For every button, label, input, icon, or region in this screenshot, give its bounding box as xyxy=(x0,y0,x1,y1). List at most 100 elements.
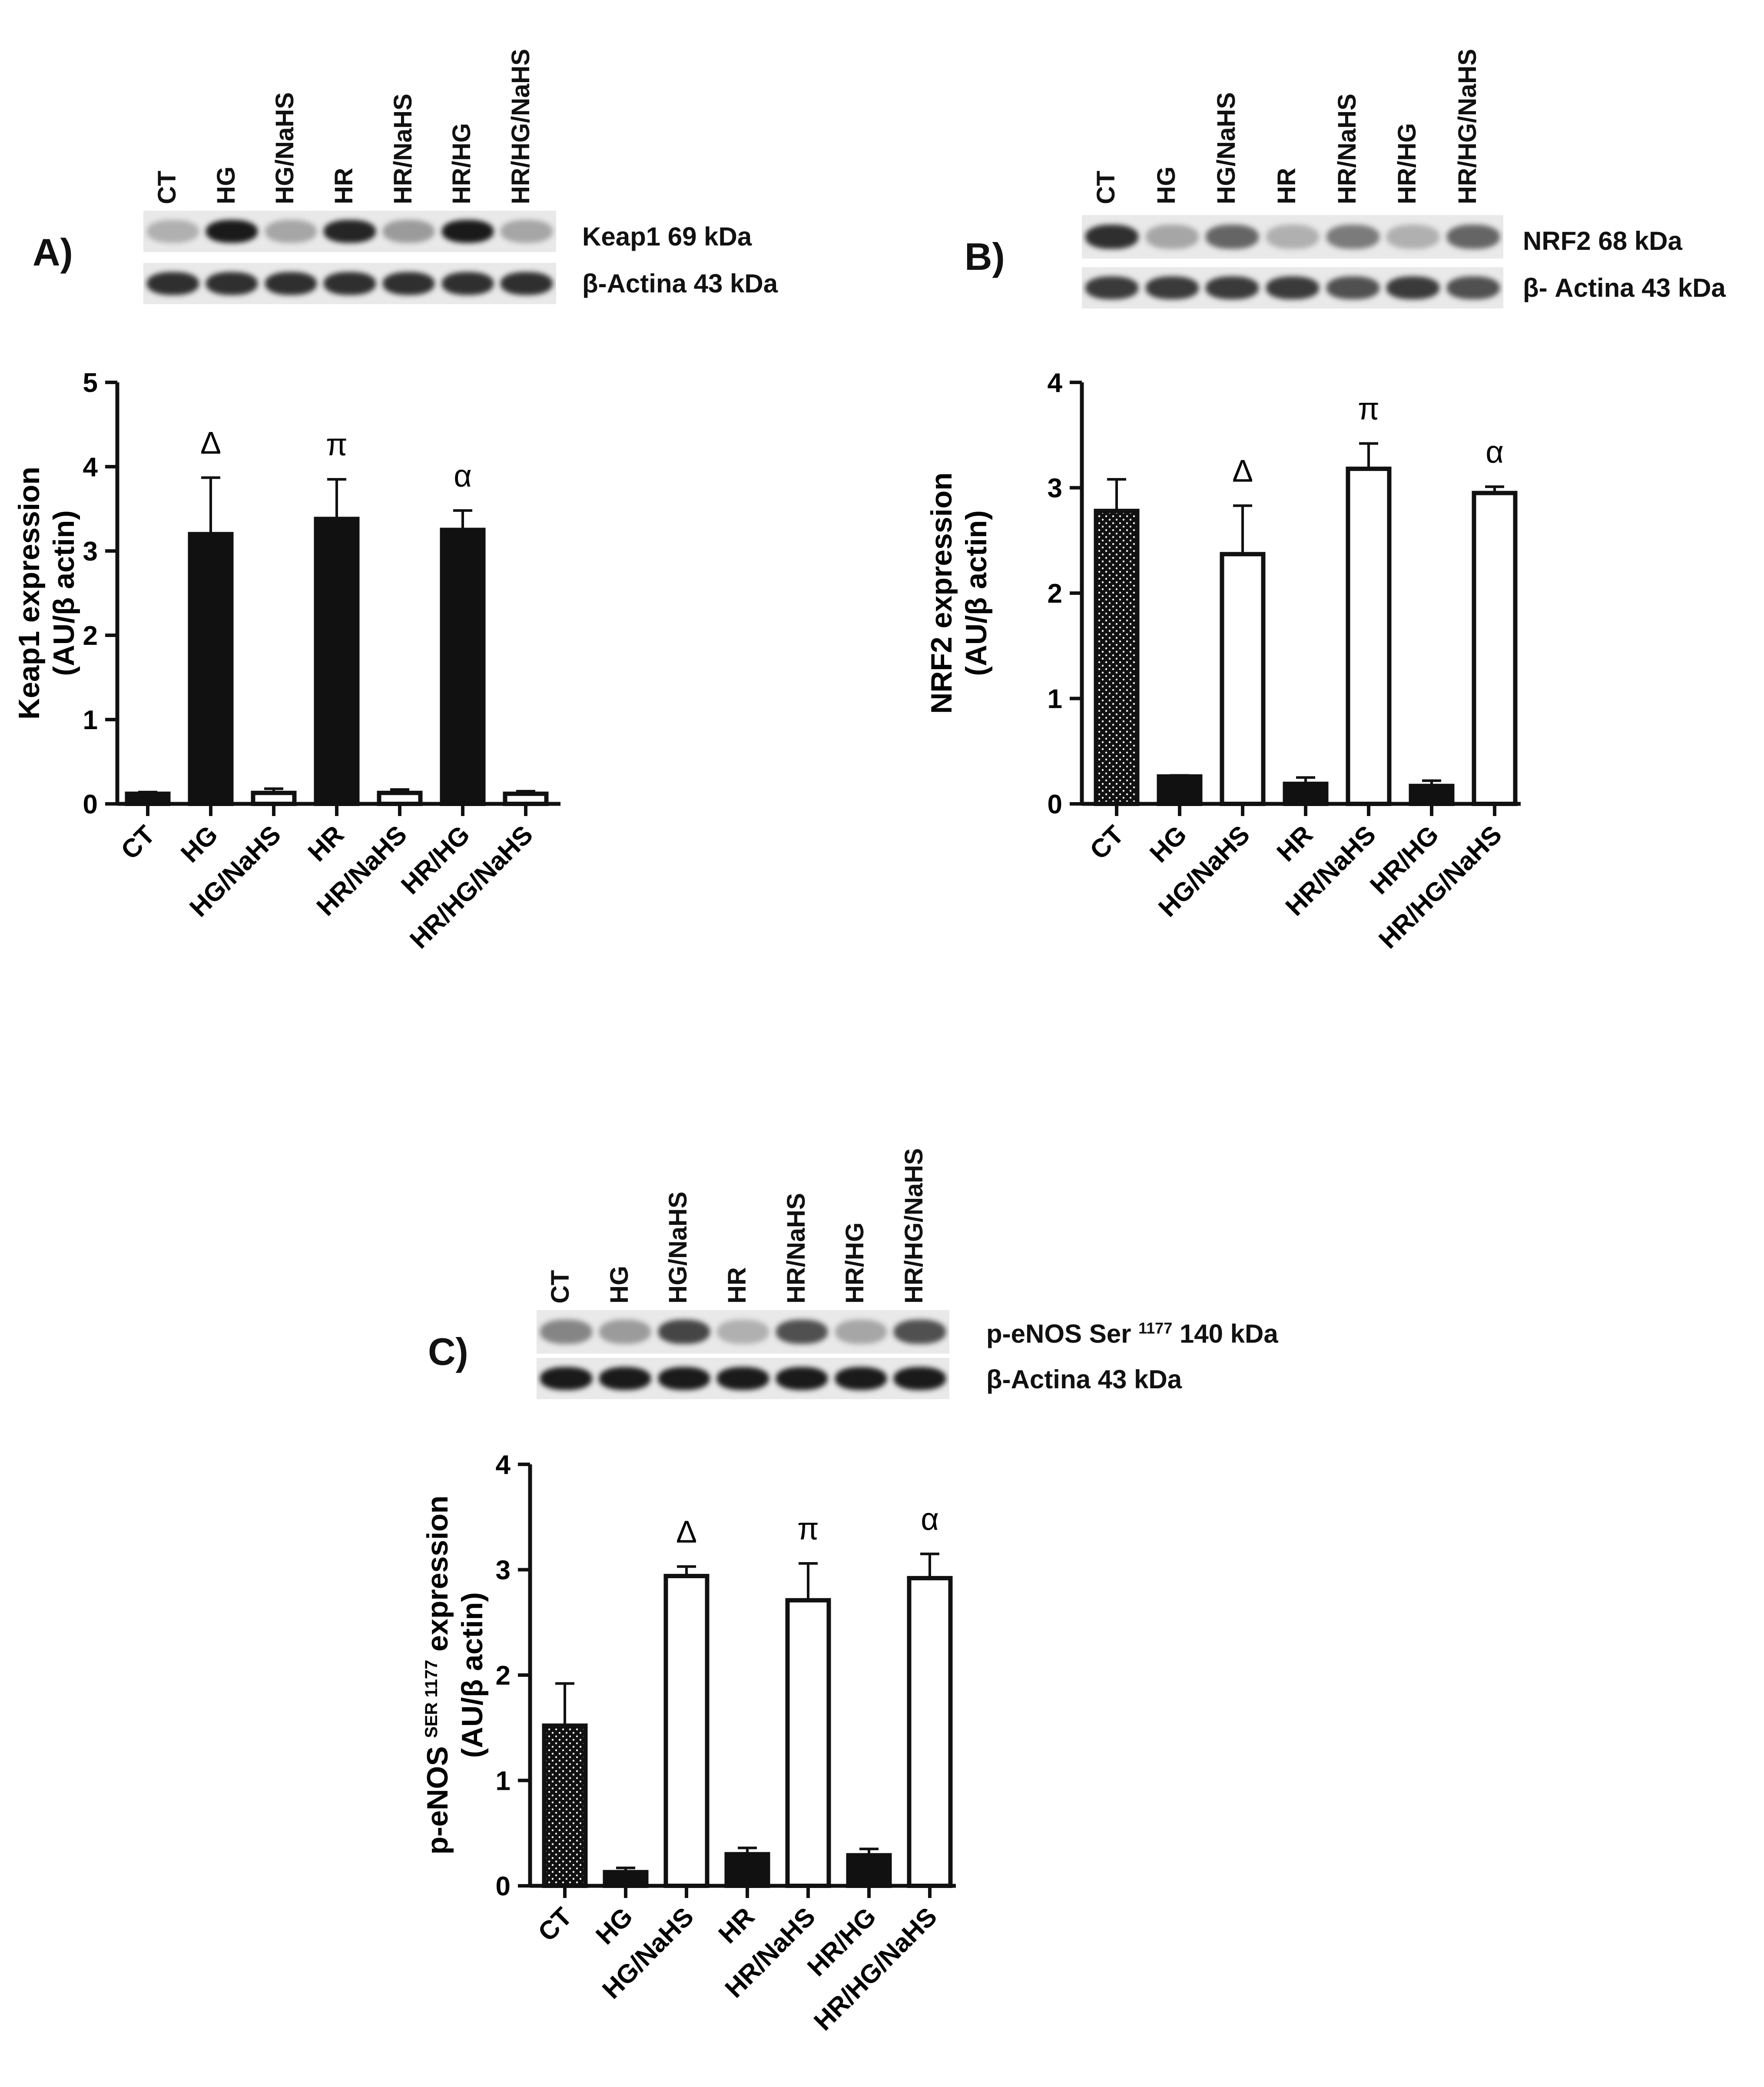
target-band xyxy=(147,219,199,243)
bar xyxy=(125,791,171,806)
panel-b-target-label: NRF2 68 kDa xyxy=(1523,226,1682,255)
panel-c-letter: C) xyxy=(428,1330,468,1373)
target-band xyxy=(540,1320,592,1344)
bar xyxy=(542,1723,588,1888)
target-band xyxy=(658,1320,710,1344)
actin-band xyxy=(1206,276,1259,300)
panel-c-actin-label: β-Actina 43 kDa xyxy=(986,1365,1182,1394)
bar xyxy=(603,1870,649,1888)
lane-label: CT xyxy=(546,1270,574,1304)
y-axis-title: p-eNOS SER 1177 expression xyxy=(421,1496,454,1855)
panel-a-letter: A) xyxy=(33,231,73,274)
actin-band xyxy=(540,1367,592,1390)
panel-c-target-label-sup: 1177 xyxy=(1138,1319,1173,1337)
y-tick-label: 4 xyxy=(1048,368,1063,398)
panel-a: A) CT HG HG/NaHS HR HR/NaHS HR/HG HR/HG/NaHS K… xyxy=(0,0,869,1043)
bar xyxy=(1157,774,1203,806)
lane-label: HR xyxy=(723,1267,751,1304)
y-tick-label: 5 xyxy=(83,368,98,398)
actin-band xyxy=(441,272,494,295)
y-axis-title: Keap1 expression xyxy=(13,467,46,720)
panel-a-target-blot xyxy=(143,211,556,252)
target-band xyxy=(441,219,494,243)
lane-label: HR/NaHS xyxy=(388,93,417,204)
panel-c-target-label: p-eNOS Ser 1177 140 kDa xyxy=(986,1319,1278,1349)
actin-band xyxy=(658,1367,710,1390)
y-tick-label: 0 xyxy=(496,1871,511,1901)
panel-a-actin-blot xyxy=(143,263,556,304)
x-tick-label: CT xyxy=(532,1902,577,1947)
lane-label: HR/HG/NaHS xyxy=(1453,49,1482,204)
target-band xyxy=(501,219,553,243)
lane-label: HR/HG xyxy=(841,1222,869,1304)
lane-label: HG/NaHS xyxy=(271,92,299,204)
panel-b-letter: B) xyxy=(965,235,1005,278)
lane-label: HG/NaHS xyxy=(1212,92,1241,204)
actin-band xyxy=(1446,276,1500,300)
bar xyxy=(846,1853,892,1888)
panel-c-target-label-main: p-eNOS Ser xyxy=(986,1319,1139,1348)
lane-label: HR/HG xyxy=(1393,123,1422,204)
actin-band xyxy=(324,272,376,295)
y-tick-label: 1 xyxy=(1048,684,1062,714)
x-tick-label: HG xyxy=(1144,820,1192,868)
actin-band xyxy=(835,1367,887,1390)
bar xyxy=(188,532,234,806)
panel-b-actin-blot xyxy=(1082,267,1503,309)
x-tick-label: HR xyxy=(713,1902,760,1949)
lane-label: HR/NaHS xyxy=(782,1193,810,1304)
lane-label: HG/NaHS xyxy=(664,1191,693,1304)
lane-label: HR xyxy=(330,168,358,204)
actin-band xyxy=(1386,276,1440,300)
target-band xyxy=(835,1320,887,1344)
panel-c-bar-chart: 0 1 2 3 4 p-eNOS SER 1177 expression(AU/β act… xyxy=(421,1450,956,2036)
actin-band xyxy=(894,1367,946,1390)
target-band xyxy=(1206,225,1259,249)
bar xyxy=(724,1852,770,1888)
panel-b-lane-labels: CT HG HG/NaHS HR HR/NaHS HR/HG HR/HG/NaHS xyxy=(1082,17,1503,204)
significance-mark: α xyxy=(454,459,472,494)
panel-c: C) CT HG HG/NaHS HR HR/NaHS HR/HG HR/HG/NaHS p… xyxy=(391,1086,1390,2086)
lane-label: HR/NaHS xyxy=(1333,93,1361,204)
target-band xyxy=(1266,225,1319,249)
actin-band xyxy=(1326,276,1379,300)
target-band xyxy=(1326,225,1379,249)
bar xyxy=(1409,783,1455,806)
x-tick-label: CT xyxy=(115,820,160,865)
x-tick-label: HR xyxy=(302,820,350,867)
bar xyxy=(1220,552,1266,806)
panel-b-target-blot xyxy=(1082,215,1503,259)
bar xyxy=(785,1598,831,1888)
lane-label: HR/HG/NaHS xyxy=(900,1148,928,1304)
y-tick-label: 0 xyxy=(1048,790,1062,820)
significance-mark: Δ xyxy=(1232,454,1253,489)
actin-band xyxy=(147,272,199,295)
target-band xyxy=(1085,225,1139,249)
y-tick-label: 3 xyxy=(1048,474,1062,504)
significance-mark: α xyxy=(921,1502,939,1537)
actin-band xyxy=(265,272,317,295)
x-tick-label: HG xyxy=(590,1902,638,1950)
panel-c-target-label-tail: 140 kDa xyxy=(1172,1319,1278,1348)
bar xyxy=(314,517,360,806)
bar xyxy=(1472,491,1518,806)
target-band xyxy=(383,219,435,243)
y-axis-subtitle: (AU/β actin) xyxy=(960,510,993,676)
bar xyxy=(503,791,549,806)
panel-a-actin-label: β-Actina 43 kDa xyxy=(582,269,778,298)
significance-mark: π xyxy=(326,428,348,462)
actin-band xyxy=(776,1367,828,1390)
target-band xyxy=(206,219,258,243)
panel-c-target-blot xyxy=(537,1310,949,1354)
actin-band xyxy=(1145,276,1199,300)
actin-band xyxy=(717,1367,769,1390)
y-tick-label: 1 xyxy=(496,1766,511,1796)
significance-mark: π xyxy=(797,1512,819,1546)
y-tick-label: 0 xyxy=(83,790,98,820)
lane-label: HR xyxy=(1273,168,1301,204)
lane-label: CT xyxy=(1092,170,1121,204)
y-tick-label: 2 xyxy=(496,1661,511,1691)
bar xyxy=(251,790,297,806)
target-band xyxy=(1145,225,1199,249)
significance-mark: Δ xyxy=(676,1515,697,1549)
